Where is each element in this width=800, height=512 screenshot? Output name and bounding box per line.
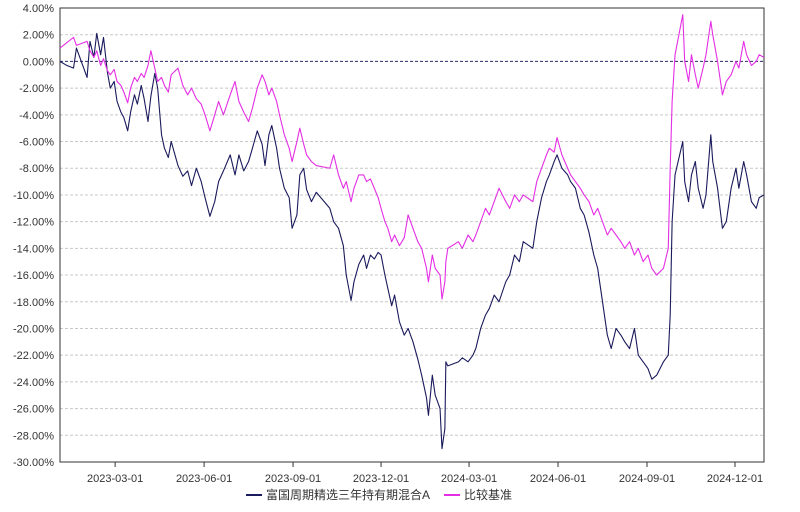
legend-label-1: 富国周期精选三年持有期混合A <box>266 487 430 502</box>
x-tick-label: 2024-06-01 <box>530 473 586 485</box>
x-tick-label: 2024-09-01 <box>619 473 675 485</box>
x-tick-label: 2023-03-01 <box>87 473 143 485</box>
axes: 4.00% 2.00% 0.00% -2.00% -4.00% -6.00% -8.00% -… <box>13 3 765 485</box>
y-tick-label: -16.00% <box>13 270 54 282</box>
series-lines <box>59 14 765 450</box>
y-tick-label: -10.00% <box>13 190 54 202</box>
y-tick-label: 2.00% <box>23 30 54 42</box>
y-tick-label: -6.00% <box>19 137 54 149</box>
grid <box>60 7 764 463</box>
y-tick-label: -18.00% <box>13 297 54 309</box>
y-tick-label: -26.00% <box>13 404 54 416</box>
y-tick-label: -2.00% <box>19 83 54 95</box>
y-tick-label: 0.00% <box>23 56 54 68</box>
y-tick-label: -24.00% <box>13 377 54 389</box>
y-tick-label: 4.00% <box>23 3 54 15</box>
y-tick-label: -30.00% <box>13 457 54 469</box>
series-line-2 <box>59 14 765 300</box>
x-tick-label: 2024-03-01 <box>441 473 497 485</box>
y-tick-label: -4.00% <box>19 110 54 122</box>
y-tick-label: -22.00% <box>13 350 54 362</box>
legend-label-2: 比较基准 <box>464 487 512 502</box>
series-line-1 <box>59 32 765 450</box>
plot-frame <box>59 7 765 463</box>
x-tick-label: 2023-06-01 <box>176 473 232 485</box>
x-tick-label: 2023-09-01 <box>265 473 321 485</box>
y-tick-label: -28.00% <box>13 430 54 442</box>
y-tick-label: -12.00% <box>13 217 54 229</box>
y-tick-label: -8.00% <box>19 163 54 175</box>
legend: 富国周期精选三年持有期混合A 比较基准 <box>246 487 512 502</box>
x-tick-label: 2024-12-01 <box>707 473 763 485</box>
y-tick-label: -14.00% <box>13 243 54 255</box>
y-tick-label: -20.00% <box>13 323 54 335</box>
x-tick-label: 2023-12-01 <box>353 473 409 485</box>
